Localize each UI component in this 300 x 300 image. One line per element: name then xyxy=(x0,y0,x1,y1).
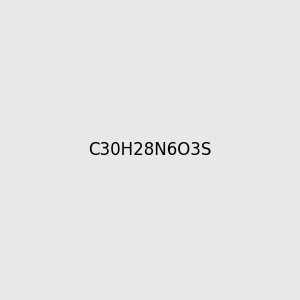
Text: C30H28N6O3S: C30H28N6O3S xyxy=(88,141,212,159)
